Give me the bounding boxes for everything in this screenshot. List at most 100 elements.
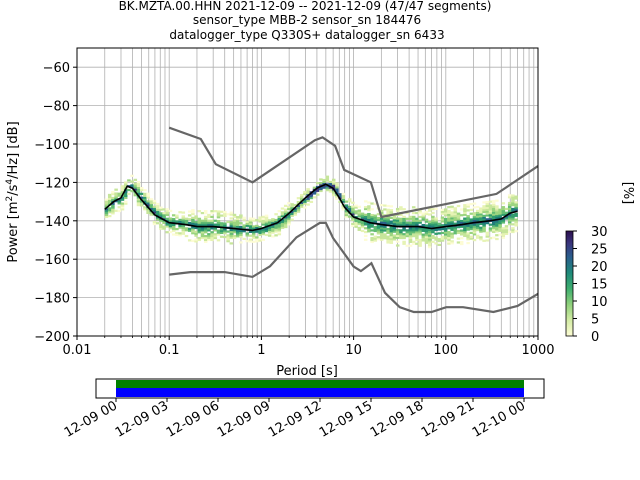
density-cell	[498, 222, 502, 225]
density-cell	[347, 209, 352, 212]
density-cell	[504, 215, 509, 218]
density-cell	[488, 200, 493, 203]
density-cell	[277, 233, 282, 236]
reference-curves	[104, 126, 538, 314]
density-cell	[459, 231, 464, 234]
density-cell	[482, 209, 486, 212]
density-cell	[267, 221, 272, 224]
density-cell	[389, 226, 394, 229]
density-cell	[495, 216, 499, 220]
density-cell	[466, 241, 470, 245]
density-cell	[111, 206, 115, 209]
density-cell	[466, 236, 470, 239]
density-cell	[139, 200, 144, 203]
density-cell	[491, 213, 496, 216]
density-cell	[239, 214, 243, 217]
density-cell	[347, 198, 352, 201]
density-cell	[443, 208, 448, 211]
density-cell	[331, 180, 336, 183]
density-cell	[491, 215, 496, 218]
density-cell	[146, 209, 150, 213]
density-cell	[370, 223, 374, 226]
density-cell	[360, 226, 365, 229]
density-cell	[466, 217, 470, 220]
density-cell	[472, 214, 477, 217]
density-cell	[203, 235, 208, 238]
density-cell	[447, 219, 451, 222]
density-cell	[427, 236, 432, 239]
density-cell	[133, 182, 138, 185]
x-axis-label: Period [s]	[276, 364, 338, 379]
colorbar-tick-label: 0	[591, 330, 599, 345]
density-cell	[501, 219, 506, 222]
density-cell	[408, 233, 413, 236]
density-cell	[287, 205, 291, 209]
density-cell	[389, 216, 394, 219]
density-cell	[191, 212, 195, 216]
density-cell	[207, 235, 211, 238]
density-cell	[181, 230, 186, 233]
density-cell	[283, 204, 288, 207]
density-cell	[498, 227, 502, 231]
density-cell	[312, 190, 317, 193]
density-cell	[194, 230, 198, 233]
density-cell	[495, 228, 499, 231]
density-cell	[421, 214, 426, 217]
density-cell	[399, 233, 403, 236]
y-tick-label: −80	[43, 100, 70, 115]
density-cell	[456, 204, 461, 208]
density-cell	[114, 198, 118, 201]
density-cell	[479, 238, 483, 241]
density-cell	[376, 226, 381, 229]
density-cell	[389, 222, 394, 225]
density-cell	[207, 229, 211, 232]
density-cell	[139, 204, 144, 207]
density-cell	[440, 218, 445, 221]
density-cell	[120, 196, 125, 199]
density-cell	[472, 202, 477, 205]
density-cell	[491, 217, 496, 220]
density-cell	[447, 206, 451, 209]
density-cell	[162, 227, 166, 230]
density-cell	[299, 205, 304, 208]
density-cell	[495, 234, 499, 237]
density-cell	[299, 195, 304, 199]
density-cell	[216, 219, 221, 223]
density-cell	[165, 208, 170, 211]
density-cell	[271, 225, 275, 228]
density-cell	[383, 219, 387, 223]
density-cell	[498, 223, 502, 227]
density-cell	[165, 225, 170, 228]
density-cell	[171, 219, 176, 223]
density-cell	[248, 240, 253, 243]
density-cell	[242, 224, 246, 227]
density-cell	[437, 243, 442, 246]
density-cell	[427, 207, 432, 210]
density-cell	[312, 196, 317, 199]
density-cell	[239, 233, 243, 236]
density-cell	[171, 214, 176, 217]
density-cell	[463, 217, 467, 220]
density-cell	[479, 222, 483, 226]
density-cell	[399, 208, 403, 211]
density-cell	[104, 213, 109, 217]
density-cell	[402, 217, 406, 220]
density-cell	[514, 224, 518, 227]
density-cell	[245, 240, 250, 243]
density-cell	[405, 211, 410, 215]
density-cell	[504, 211, 509, 214]
density-cell	[463, 209, 467, 213]
density-cell	[386, 231, 390, 234]
density-cell	[370, 229, 374, 232]
density-cell	[261, 219, 266, 222]
density-cell	[255, 236, 259, 239]
density-cell	[507, 201, 512, 205]
density-cell	[363, 227, 368, 230]
density-cell	[392, 238, 397, 241]
density-cell	[485, 233, 490, 236]
density-cell	[498, 214, 502, 217]
y-axis-label: Power [m2/s4/Hz] [dB]	[5, 121, 21, 262]
density-cell	[379, 211, 384, 214]
density-cell	[434, 207, 438, 210]
density-cell	[351, 201, 355, 204]
